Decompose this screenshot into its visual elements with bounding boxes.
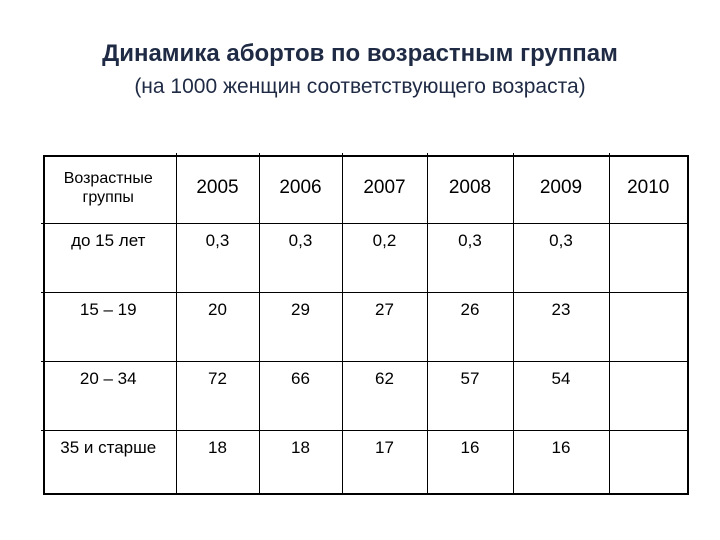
table-cell: 16 (426, 430, 514, 494)
table-row: 15 – 19 20 29 27 26 23 (41, 292, 687, 362)
table-cell: 23 (512, 292, 610, 362)
table-row: 20 – 34 72 66 62 57 54 (41, 361, 687, 431)
row-group-label: до 15 лет (41, 223, 177, 293)
slide-title: Динамика абортов по возрастным группам (102, 40, 618, 67)
header-cell-age-groups: Возрастные группы (41, 153, 177, 224)
table-cell: 20 (175, 292, 260, 362)
table-cell: 62 (341, 361, 428, 431)
table-cell (608, 430, 687, 494)
row-group-label: 15 – 19 (41, 292, 177, 362)
table-cell: 0,3 (512, 223, 610, 293)
table-cell (608, 361, 687, 431)
table-cell: 16 (512, 430, 610, 494)
table-cell: 72 (175, 361, 260, 431)
table-cell (608, 292, 687, 362)
table-cell: 0,2 (341, 223, 428, 293)
table-cell: 17 (341, 430, 428, 494)
abortion-rates-table: Возрастные группы 2005 2006 2007 2008 20… (41, 153, 687, 494)
table-cell: 18 (175, 430, 260, 494)
table-cell: 29 (258, 292, 343, 362)
header-cell-2008: 2008 (426, 153, 514, 224)
table-cell: 26 (426, 292, 514, 362)
header-cell-2005: 2005 (175, 153, 260, 224)
table-row: 35 и старше 18 18 17 16 16 (41, 430, 687, 494)
header-cell-2009: 2009 (512, 153, 610, 224)
header-cell-2007: 2007 (341, 153, 428, 224)
table-cell: 0,3 (175, 223, 260, 293)
header-cell-2006: 2006 (258, 153, 343, 224)
table-cell: 18 (258, 430, 343, 494)
table-cell: 0,3 (258, 223, 343, 293)
table-cell: 27 (341, 292, 428, 362)
row-group-label: 20 – 34 (41, 361, 177, 431)
table-cell: 66 (258, 361, 343, 431)
table-cell: 57 (426, 361, 514, 431)
table-cell: 0,3 (426, 223, 514, 293)
header-cell-2010: 2010 (608, 153, 687, 224)
slide-subtitle: (на 1000 женщин соответствующего возраст… (134, 75, 586, 98)
row-group-label: 35 и старше (41, 430, 177, 494)
table-cell (608, 223, 687, 293)
table-header-row: Возрастные группы 2005 2006 2007 2008 20… (41, 153, 687, 224)
table-cell: 54 (512, 361, 610, 431)
table-row: до 15 лет 0,3 0,3 0,2 0,3 0,3 (41, 223, 687, 293)
